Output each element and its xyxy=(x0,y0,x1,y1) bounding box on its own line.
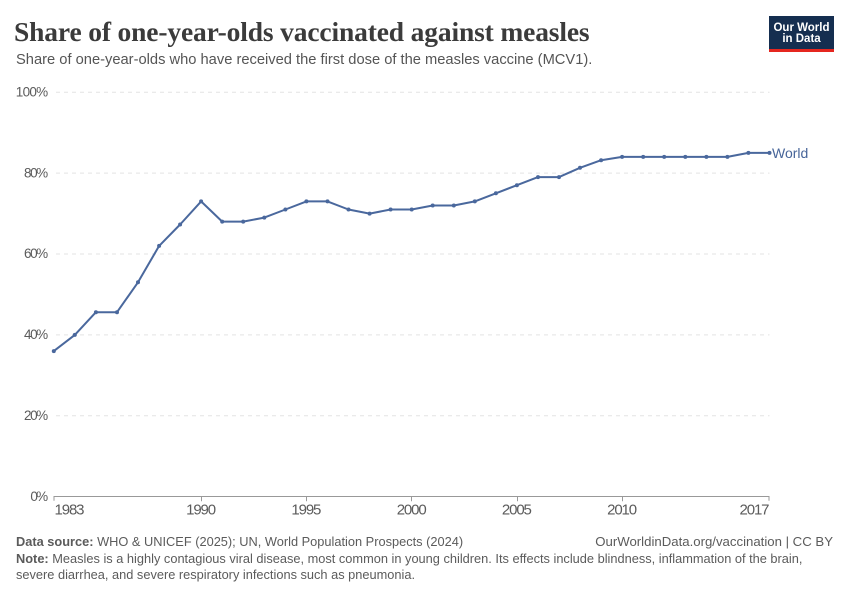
svg-text:2017: 2017 xyxy=(740,502,770,519)
svg-text:2010: 2010 xyxy=(607,502,637,519)
svg-text:80%: 80% xyxy=(24,165,48,180)
svg-text:100%: 100% xyxy=(16,84,48,99)
svg-text:1995: 1995 xyxy=(291,502,321,519)
svg-text:2005: 2005 xyxy=(502,502,532,519)
svg-text:World: World xyxy=(772,145,808,161)
svg-text:20%: 20% xyxy=(24,408,48,423)
svg-text:0%: 0% xyxy=(30,489,48,504)
svg-text:2000: 2000 xyxy=(397,502,427,519)
svg-text:60%: 60% xyxy=(24,246,48,261)
svg-text:1983: 1983 xyxy=(55,502,85,519)
svg-text:40%: 40% xyxy=(24,327,48,342)
svg-text:1990: 1990 xyxy=(186,502,216,519)
